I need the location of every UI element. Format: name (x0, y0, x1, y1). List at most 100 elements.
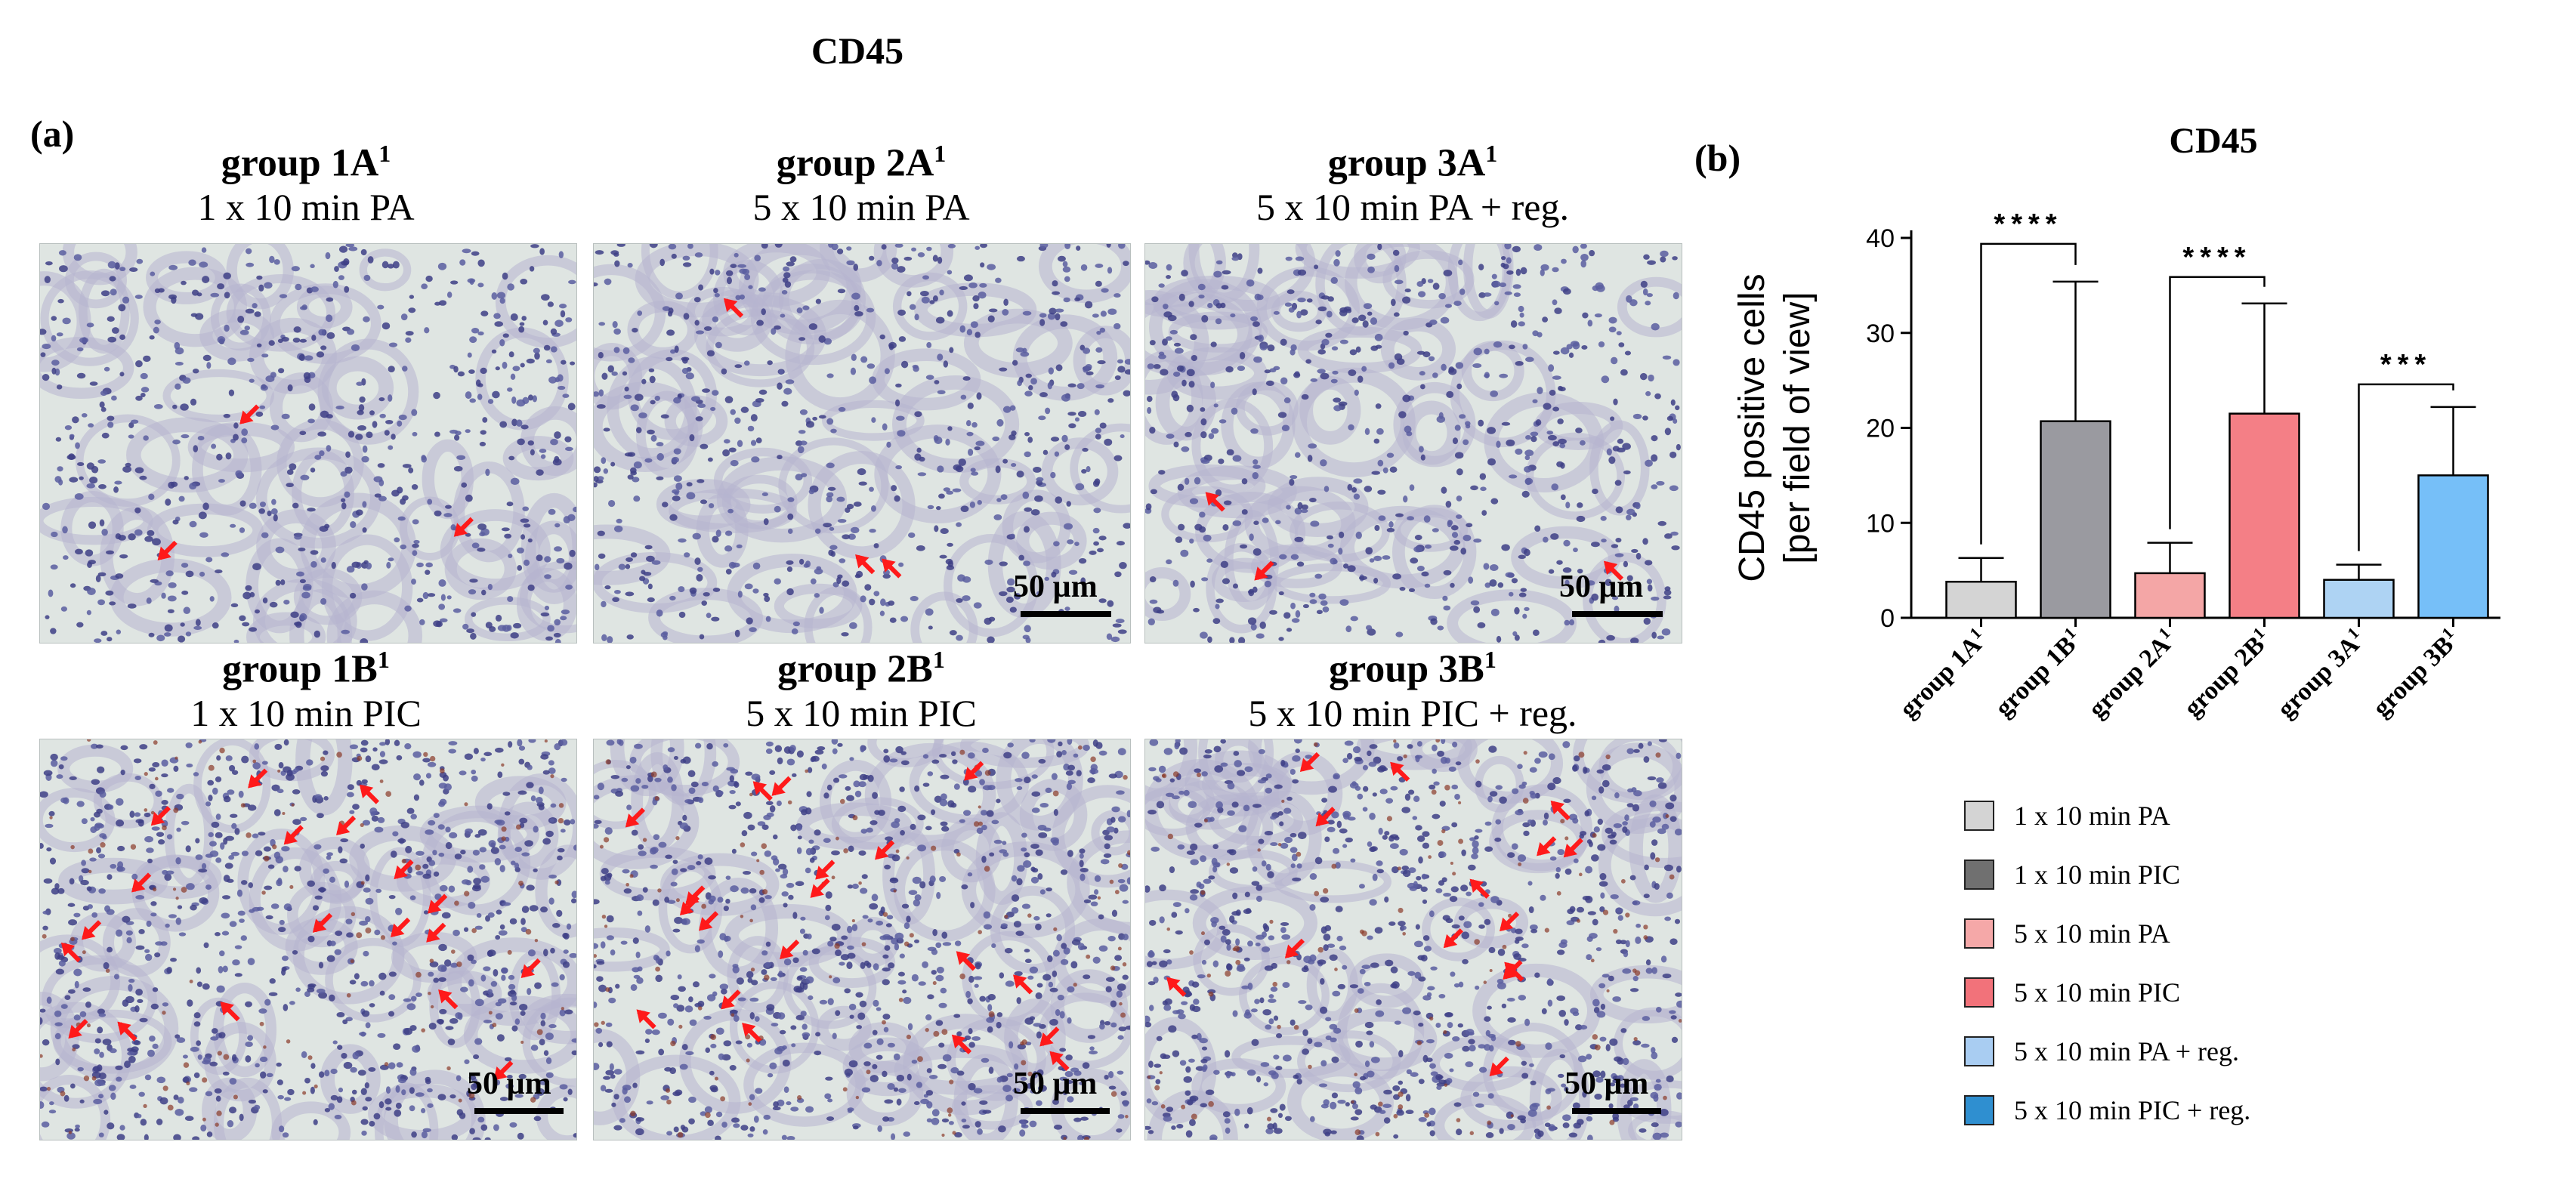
nucleus (950, 1066, 959, 1074)
nucleus (411, 484, 419, 490)
nucleus (842, 534, 851, 540)
cd45-positive-cell (1117, 946, 1122, 951)
nucleus (684, 798, 693, 804)
nucleus (88, 423, 94, 428)
nucleus (862, 915, 869, 919)
nucleus (249, 591, 255, 597)
nucleus (1367, 311, 1373, 316)
nucleus (989, 852, 995, 857)
nucleus (165, 923, 170, 928)
nucleus (909, 304, 916, 310)
nucleus (1067, 1017, 1072, 1024)
nucleus (1441, 486, 1447, 494)
nucleus (136, 1113, 142, 1119)
nucleus (82, 987, 91, 992)
nucleus (1178, 790, 1185, 795)
nucleus (598, 322, 606, 326)
nucleus (345, 918, 353, 924)
nucleus (1627, 1099, 1633, 1106)
nucleus (1452, 741, 1458, 748)
nucleus (1595, 285, 1605, 292)
nucleus (473, 748, 479, 755)
nucleus (530, 449, 535, 455)
nucleus (945, 558, 953, 565)
cd45-positive-cell (601, 915, 607, 919)
nucleus (67, 903, 76, 907)
nucleus (224, 324, 230, 332)
nucleus (662, 631, 669, 636)
nucleus (125, 462, 131, 468)
nucleus (618, 739, 624, 746)
nucleus (1294, 452, 1301, 458)
nucleus (1570, 1008, 1579, 1014)
nucleus (746, 971, 754, 979)
nucleus (125, 930, 133, 936)
nucleus (971, 471, 979, 476)
red-arrow (1603, 560, 1624, 581)
nucleus (292, 502, 299, 509)
nucleus (1427, 986, 1435, 991)
nucleus (168, 582, 177, 588)
nucleus (1232, 892, 1238, 900)
nucleus (1317, 349, 1327, 355)
nucleus (131, 1046, 139, 1053)
nucleus (116, 629, 122, 634)
nucleus (116, 798, 124, 806)
nucleus (882, 573, 891, 579)
nucleus (310, 1063, 316, 1069)
nucleus (1111, 806, 1120, 813)
nucleus (1126, 877, 1130, 885)
nucleus (508, 351, 514, 358)
nucleus (1352, 1081, 1361, 1088)
nucleus (1353, 493, 1361, 500)
nucleus (1335, 250, 1341, 257)
nucleus (1508, 591, 1514, 597)
cd45-positive-cell (307, 1055, 313, 1060)
nucleus (374, 493, 381, 498)
nucleus (724, 396, 734, 404)
nucleus (229, 1078, 237, 1085)
nucleus (1463, 439, 1469, 446)
nucleus (751, 456, 760, 463)
cd45-positive-cell (219, 747, 225, 754)
nucleus (1496, 440, 1501, 449)
nucleus (764, 850, 772, 857)
nucleus (937, 353, 944, 361)
nucleus (517, 739, 523, 747)
nucleus (540, 612, 550, 617)
nucleus (761, 824, 769, 830)
nucleus (740, 1125, 749, 1131)
cd45-positive-cell (91, 1076, 97, 1081)
nucleus (871, 894, 879, 902)
alveolar-wall (143, 267, 248, 347)
nucleus (925, 608, 934, 616)
nucleus (218, 479, 225, 483)
nucleus (415, 850, 425, 856)
nucleus (947, 270, 953, 275)
nucleus (1478, 264, 1484, 270)
nucleus (1171, 912, 1178, 918)
nucleus (1501, 421, 1511, 426)
nucleus (68, 919, 78, 926)
cd45-positive-cell (150, 810, 155, 815)
nucleus (1030, 876, 1039, 884)
cd45-positive-cell (429, 755, 436, 762)
red-arrow (438, 989, 459, 1010)
nucleus (1361, 366, 1367, 372)
cd45-positive-cell (861, 942, 866, 947)
nucleus (1166, 1106, 1174, 1113)
nucleus (925, 826, 932, 831)
nucleus (1365, 625, 1373, 631)
nucleus (1253, 520, 1259, 526)
nucleus (190, 904, 197, 911)
nucleus (1243, 804, 1250, 812)
nucleus (774, 505, 781, 513)
nucleus (1456, 468, 1463, 476)
red-arrow (493, 1060, 514, 1081)
nucleus (166, 788, 175, 793)
nucleus (446, 595, 452, 600)
nucleus (518, 1073, 527, 1079)
nucleus (936, 891, 941, 900)
nucleus (749, 1094, 755, 1100)
nucleus (1558, 1073, 1564, 1079)
